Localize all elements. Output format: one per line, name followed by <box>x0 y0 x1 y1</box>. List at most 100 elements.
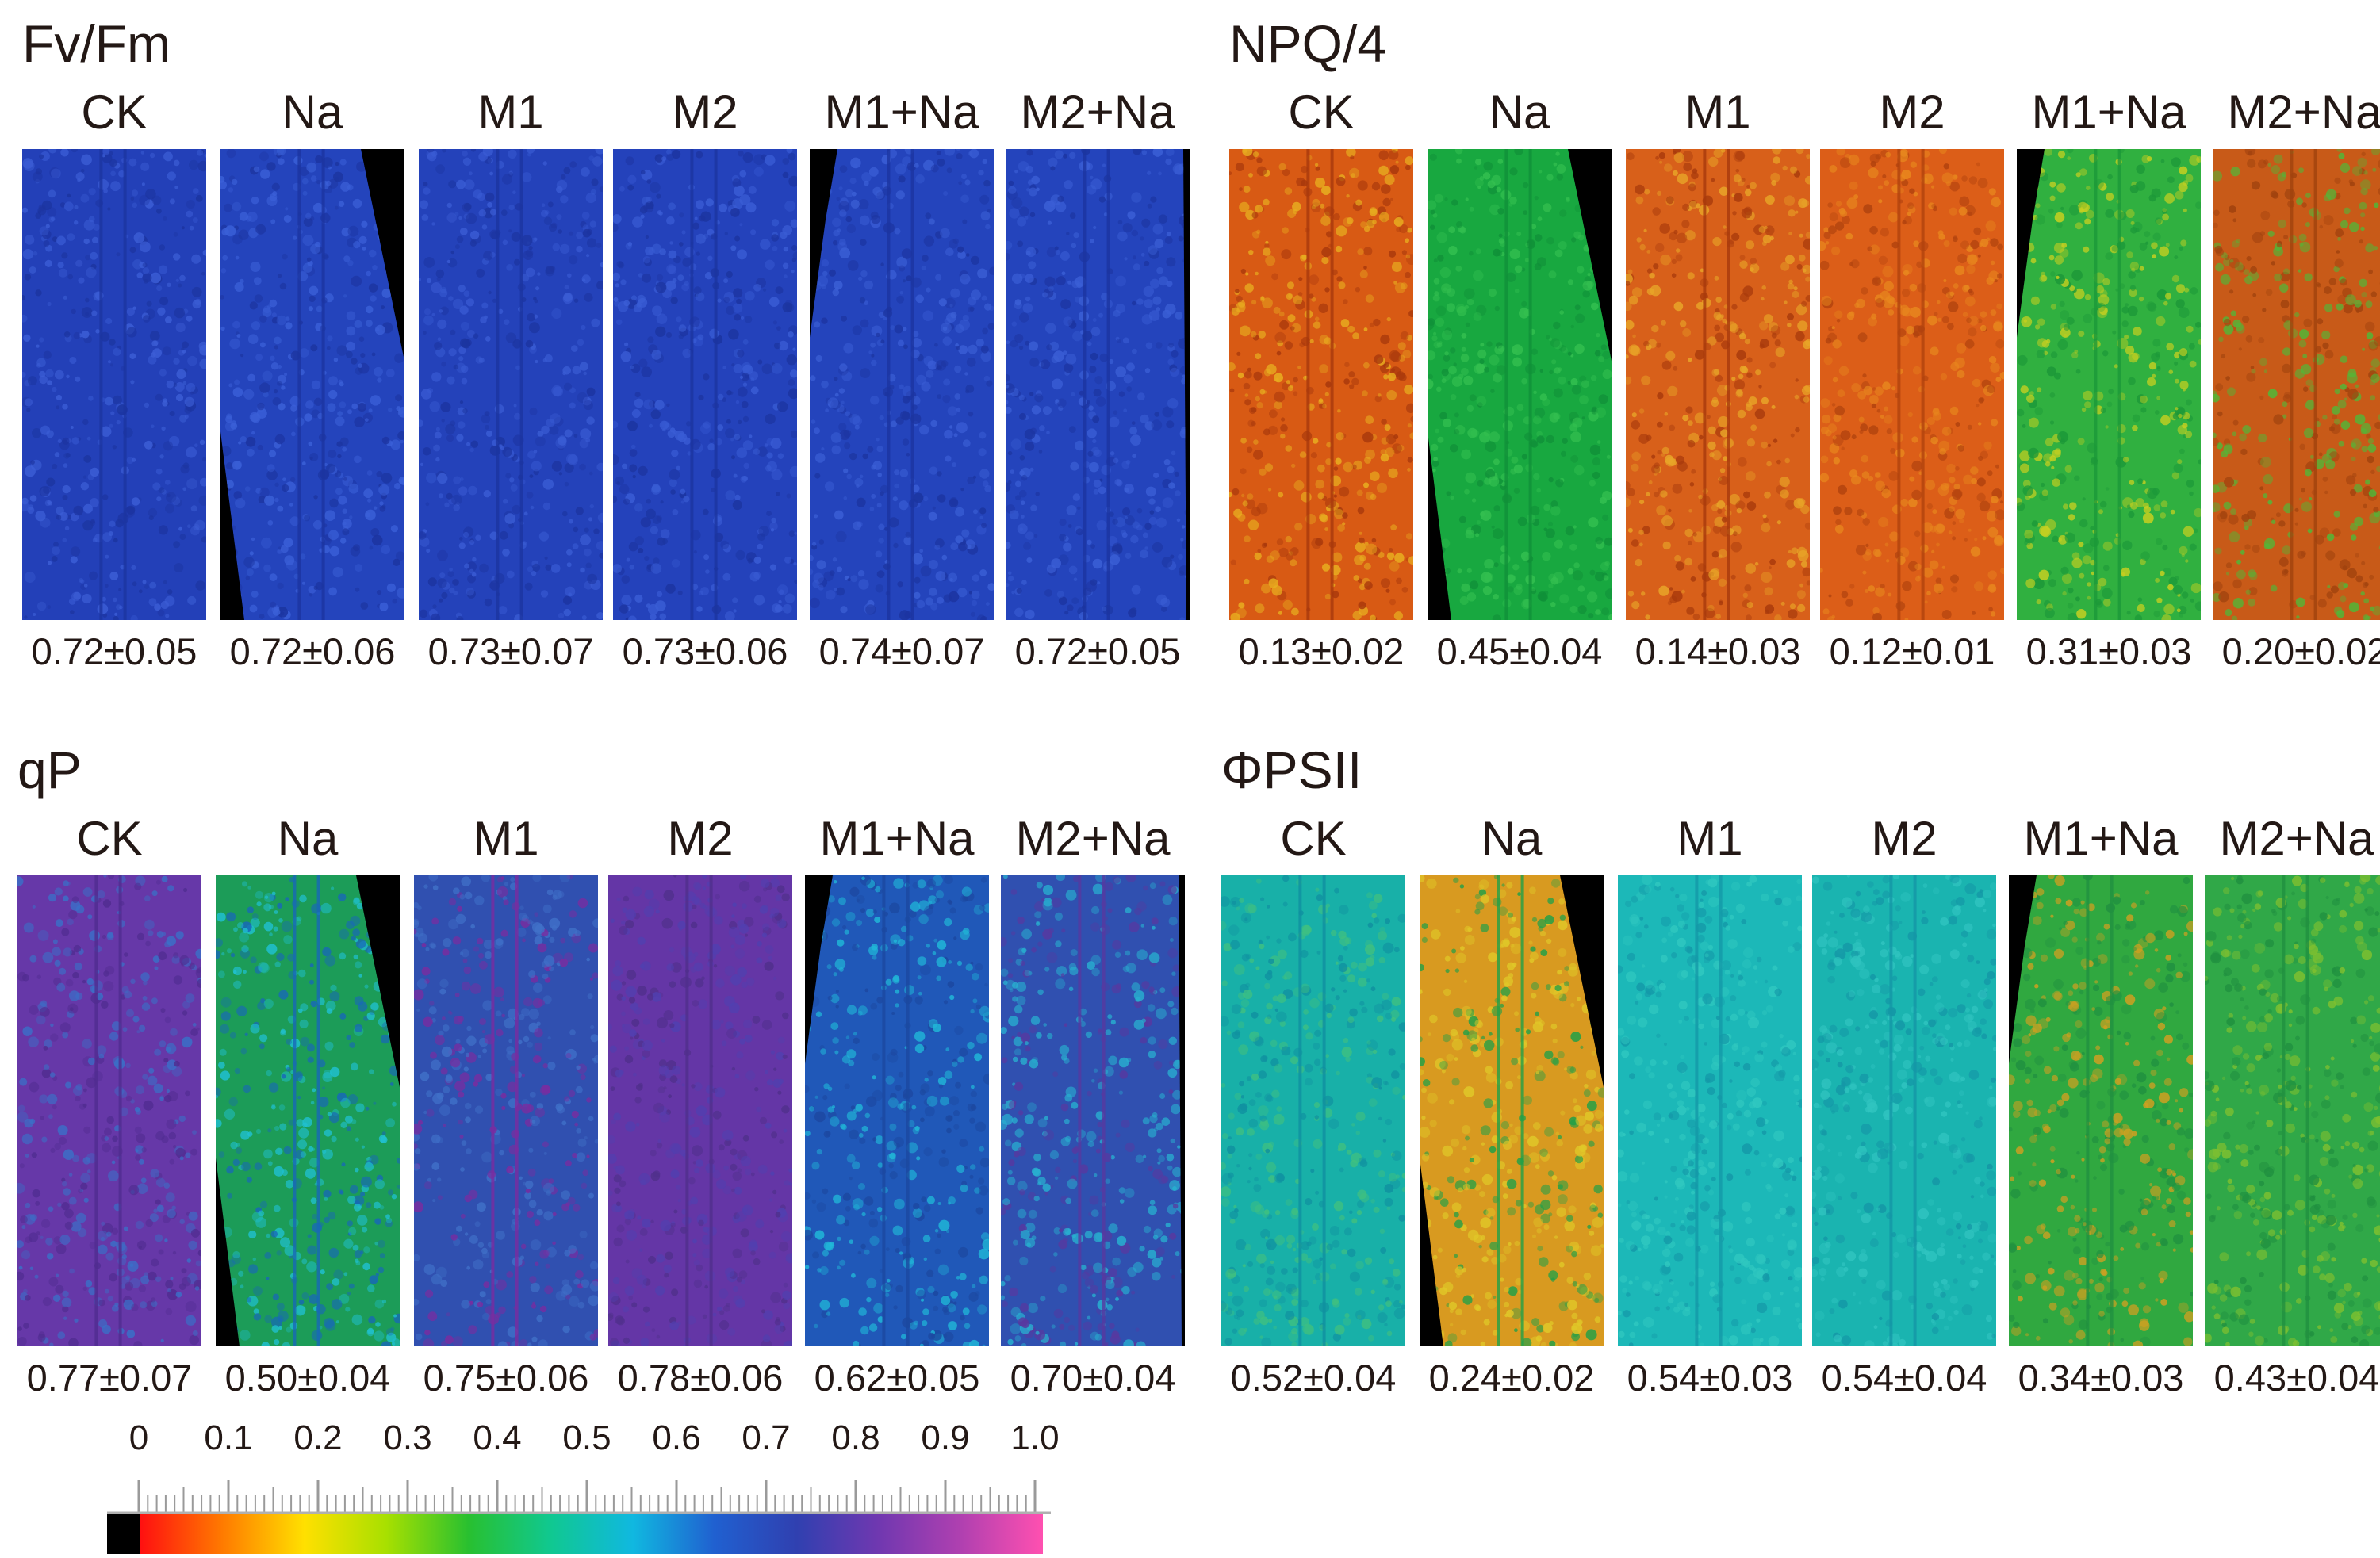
scale-tick-label: 1.0 <box>1010 1418 1060 1457</box>
treatment-label: M2+Na <box>2227 86 2380 139</box>
leaf-image <box>22 149 206 620</box>
measurement-value: 0.77±0.07 <box>26 1357 193 1399</box>
scale-tick-label: 0 <box>128 1418 149 1457</box>
measurement-value: 0.62±0.05 <box>814 1357 980 1399</box>
leaf-image <box>608 875 792 1346</box>
leaf-fluorescence-map <box>1812 875 1996 1346</box>
treatment-label: Na <box>1489 86 1550 139</box>
treatment-label: M1+Na <box>2031 86 2186 139</box>
measurement-value: 0.72±0.06 <box>229 630 396 672</box>
leaf-fluorescence-map <box>2205 875 2380 1346</box>
treatment-label: M2+Na <box>1015 812 1171 865</box>
leaf-fluorescence-map <box>1626 149 1810 620</box>
measurement-value: 0.74±0.07 <box>818 630 985 672</box>
leaf-fluorescence-map <box>1006 149 1186 620</box>
scale-tick-label: 0.1 <box>204 1418 253 1457</box>
treatment-label: M1 <box>1684 86 1751 139</box>
leaf-image <box>2205 875 2380 1346</box>
leaf-fluorescence-map <box>1229 149 1413 620</box>
leaf-fluorescence-map <box>2213 149 2380 620</box>
leaf-fluorescence-map <box>22 149 206 620</box>
color-scale: 0 0.1 0.2 0.3 0.4 0.5 0.6 0.7 0.8 0.9 1.0 <box>99 1418 1060 1554</box>
leaf-image <box>2213 149 2380 620</box>
treatment-label: M2 <box>1871 812 1937 865</box>
measurement-value: 0.24±0.02 <box>1428 1357 1595 1399</box>
leaf-image <box>414 875 598 1346</box>
leaf-fluorescence-map <box>2009 875 2193 1346</box>
treatment-label: M1+Na <box>2023 812 2179 865</box>
leaf-fluorescence-map <box>1820 149 2004 620</box>
treatment-label: M2 <box>672 86 738 139</box>
scale-tick-label: 0.4 <box>473 1418 522 1457</box>
leaf-fluorescence-map <box>1420 875 1604 1346</box>
leaf-fluorescence-map <box>1221 875 1405 1346</box>
measurement-value: 0.13±0.02 <box>1238 630 1405 672</box>
measurement-value: 0.45±0.04 <box>1436 630 1603 672</box>
leaf-image <box>1618 875 1802 1346</box>
leaf-image <box>810 149 994 620</box>
leaf-fluorescence-map <box>805 875 989 1346</box>
measurement-value: 0.73±0.07 <box>427 630 594 672</box>
measurement-value: 0.72±0.05 <box>1014 630 1181 672</box>
treatment-label: Na <box>277 812 339 865</box>
treatment-label: M1 <box>1677 812 1743 865</box>
measurement-value: 0.50±0.04 <box>224 1357 391 1399</box>
leaf-fluorescence-map <box>414 875 598 1346</box>
leaf-fluorescence-map <box>810 149 994 620</box>
treatment-label: M2+Na <box>2219 812 2374 865</box>
leaf-fluorescence-map <box>613 149 797 620</box>
measurement-value: 0.12±0.01 <box>1829 630 1995 672</box>
treatment-label: M1+Na <box>824 86 979 139</box>
treatment-label: M2 <box>1879 86 1945 139</box>
leaf-image <box>1229 149 1413 620</box>
leaf-image <box>613 149 797 620</box>
treatment-label: CK <box>1280 812 1347 865</box>
measurement-value: 0.78±0.06 <box>617 1357 784 1399</box>
leaf-image <box>1001 875 1185 1346</box>
treatment-label: M2 <box>667 812 734 865</box>
panel-title: Fv/Fm <box>22 14 171 73</box>
measurement-value: 0.14±0.03 <box>1635 630 1801 672</box>
scale-tick-label: 0.2 <box>293 1418 343 1457</box>
scale-tick-label: 0.9 <box>921 1418 970 1457</box>
measurement-value: 0.70±0.04 <box>1010 1357 1176 1399</box>
leaf-image <box>216 875 400 1346</box>
scale-tick-label: 0.7 <box>742 1418 791 1457</box>
leaf-fluorescence-map <box>419 149 603 620</box>
leaf-image <box>17 875 201 1346</box>
scale-tick-label: 0.5 <box>562 1418 611 1457</box>
measurement-value: 0.43±0.04 <box>2213 1357 2380 1399</box>
treatment-label: M2+Na <box>1020 86 1175 139</box>
leaf-image <box>1812 875 1996 1346</box>
scale-tick-label: 0.6 <box>652 1418 701 1457</box>
leaf-fluorescence-map <box>216 875 400 1346</box>
treatment-label: CK <box>81 86 148 139</box>
leaf-fluorescence-map <box>1428 149 1612 620</box>
scale-tick-label: 0.8 <box>831 1418 880 1457</box>
leaf-image <box>1006 149 1190 620</box>
measurement-value: 0.75±0.06 <box>423 1357 589 1399</box>
leaf-image <box>1626 149 1810 620</box>
measurement-value: 0.31±0.03 <box>2025 630 2192 672</box>
treatment-label: M1+Na <box>819 812 975 865</box>
leaf-image <box>419 149 603 620</box>
leaf-fluorescence-map <box>608 875 792 1346</box>
treatment-label: M1 <box>477 86 544 139</box>
scale-ruler <box>107 1480 1051 1514</box>
leaf-image <box>2017 149 2201 620</box>
measurement-value: 0.20±0.02 <box>2221 630 2380 672</box>
leaf-fluorescence-map <box>1001 875 1182 1346</box>
measurement-value: 0.72±0.05 <box>31 630 197 672</box>
leaf-image <box>220 149 404 620</box>
leaf-fluorescence-map <box>17 875 201 1346</box>
leaf-image <box>1820 149 2004 620</box>
panel-title: qP <box>17 741 82 799</box>
treatment-label: Na <box>282 86 343 139</box>
leaf-image <box>2009 875 2193 1346</box>
treatment-label: Na <box>1481 812 1543 865</box>
leaf-image <box>1420 875 1604 1346</box>
leaf-image <box>805 875 989 1346</box>
leaf-image <box>1221 875 1405 1346</box>
scale-gradient-bar <box>107 1514 1043 1554</box>
panel-title: NPQ/4 <box>1229 14 1387 73</box>
